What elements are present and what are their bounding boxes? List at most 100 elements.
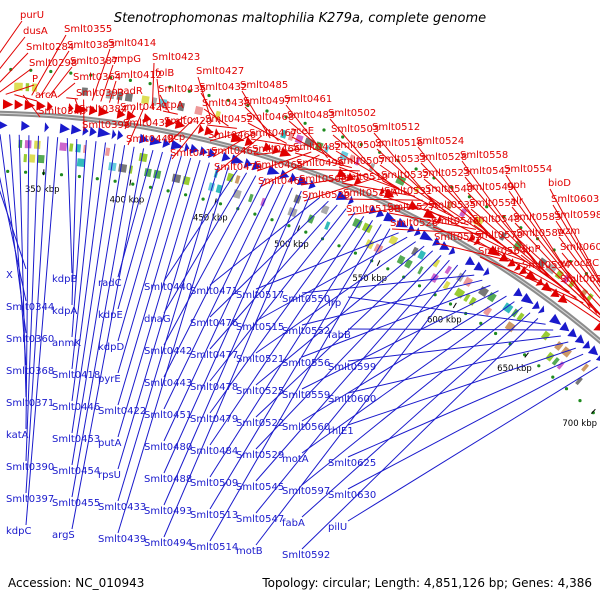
forward-gene-label: Smlt0531 [384,186,432,197]
reverse-gene-label: Smlt0515 [236,322,284,333]
reverse-leader-line [163,181,275,410]
reverse-gene-label: Smlt0480 [144,442,192,453]
reverse-leader-line [117,157,192,406]
forward-gene-label: Smlt0524 [416,136,464,147]
reverse-leader-line [209,216,365,446]
reverse-leader-line [71,145,126,466]
reverse-leader-line [255,269,467,546]
accession-text: Accession: NC_010943 [8,576,144,590]
forward-leader-line [432,226,528,263]
forward-leader-line [479,256,584,304]
gc-skew-dot [479,321,483,325]
forward-gene-label: ampG [111,54,141,65]
gc-content-dot [207,93,211,98]
gc-content-dot [414,167,418,171]
reverse-feature-block [320,204,330,215]
reverse-leader-line [209,204,338,350]
forward-leader-line [212,132,254,158]
reverse-leader-line [301,290,499,390]
forward-leader-line [558,236,600,293]
scale-tick [129,179,132,186]
reverse-gene-arrow [448,246,456,255]
reverse-gene-arrow [419,230,434,241]
gc-skew-dot [578,399,582,403]
forward-gene-label: arcA [35,90,58,101]
reverse-feature-block [248,193,254,203]
forward-gene-label: Smlt0533 [378,154,426,165]
forward-leader-line [168,117,196,144]
forward-leader-line [461,160,542,272]
forward-gene-label: Smlt0516 [375,138,423,149]
forward-gene-label: Smlt0298 [29,58,77,69]
forward-leader-line [514,222,600,315]
reverse-gene-arrow [549,313,562,325]
forward-gene-arrow [230,132,245,143]
forward-gene-label: Smlt0603 [551,194,599,205]
gc-content-dot [49,69,53,74]
reverse-gene-arrow [559,321,570,332]
forward-gene-label: Smlt0466 [252,144,300,155]
forward-gene-arrow [378,186,385,196]
forward-leader-line [332,134,392,186]
reverse-leader-line [255,264,459,514]
forward-gene-arrow [88,105,98,116]
reverse-feature-block [396,255,406,265]
forward-gene-arrow [46,101,53,112]
forward-gene-label: Smlt0503 [331,124,379,135]
forward-leader-line [108,80,117,103]
forward-gene-arrow [98,106,110,117]
forward-gene-label: Smlt0594 [522,260,570,271]
reverse-gene-label: Smlt0418 [52,370,100,381]
reverse-leader-line [347,366,598,522]
forward-leader-line [567,284,600,316]
forward-leader-line [467,192,556,283]
reverse-leader-line [163,178,266,378]
reverse-feature-block [59,142,68,152]
reverse-gene-label: Smlt0476 [190,318,238,329]
reverse-leader-line [301,306,523,486]
reverse-feature-block [207,182,215,192]
reverse-feature-block [454,287,466,299]
forward-gene-label: Smlt0532 [381,170,429,181]
reverse-gene-arrow [230,154,244,164]
forward-gene-arrow [197,124,205,134]
reverse-feature-block [75,144,82,153]
reverse-leader-line [301,274,475,294]
forward-gene-label: Smlt0564 [478,246,526,257]
forward-gene-arrow [174,119,186,129]
gc-skew-dot [386,267,390,271]
gene-labels: purUdusASmlt0284Smlt0298ParcASmlt0348Sml… [6,10,600,561]
forward-leader-line [385,196,469,226]
reverse-gene-label: putA [98,438,122,449]
forward-gene-label: Smlt0482 [293,142,341,153]
reverse-leader-line [255,259,450,482]
forward-leader-line [250,138,295,147]
forward-leader-line [476,240,577,298]
gc-skew-dot [417,284,422,288]
forward-feature-block [124,92,133,102]
forward-feature-block [446,200,454,210]
gc-skew-dot [95,177,99,181]
gc-skew-dot [131,182,135,186]
reverse-gene-arrow [335,190,349,200]
forward-gene-label: Smlt0412 [114,70,162,81]
reverse-leader-line [209,220,374,478]
label-leader-lines [0,20,600,550]
reverse-leader-line [117,160,201,438]
scale-label: 350 kbp [25,185,60,195]
reverse-leader-line [255,236,408,322]
forward-leader-line [159,94,170,113]
reverse-leader-line [117,164,220,502]
forward-leader-line [74,98,82,116]
forward-gene-label: purU [20,10,44,21]
forward-leader-line [244,106,279,142]
reverse-leader-line [25,135,39,462]
gc-skew-dot [253,212,257,216]
forward-gene-label: wzm [557,226,580,237]
forward-gene-arrow [24,100,36,110]
forward-gene-label: Smlt0427 [196,66,244,77]
reverse-gene-arrow [582,340,590,349]
reverse-gene-label: motB [236,546,263,557]
gc-skew-dot [184,193,188,197]
